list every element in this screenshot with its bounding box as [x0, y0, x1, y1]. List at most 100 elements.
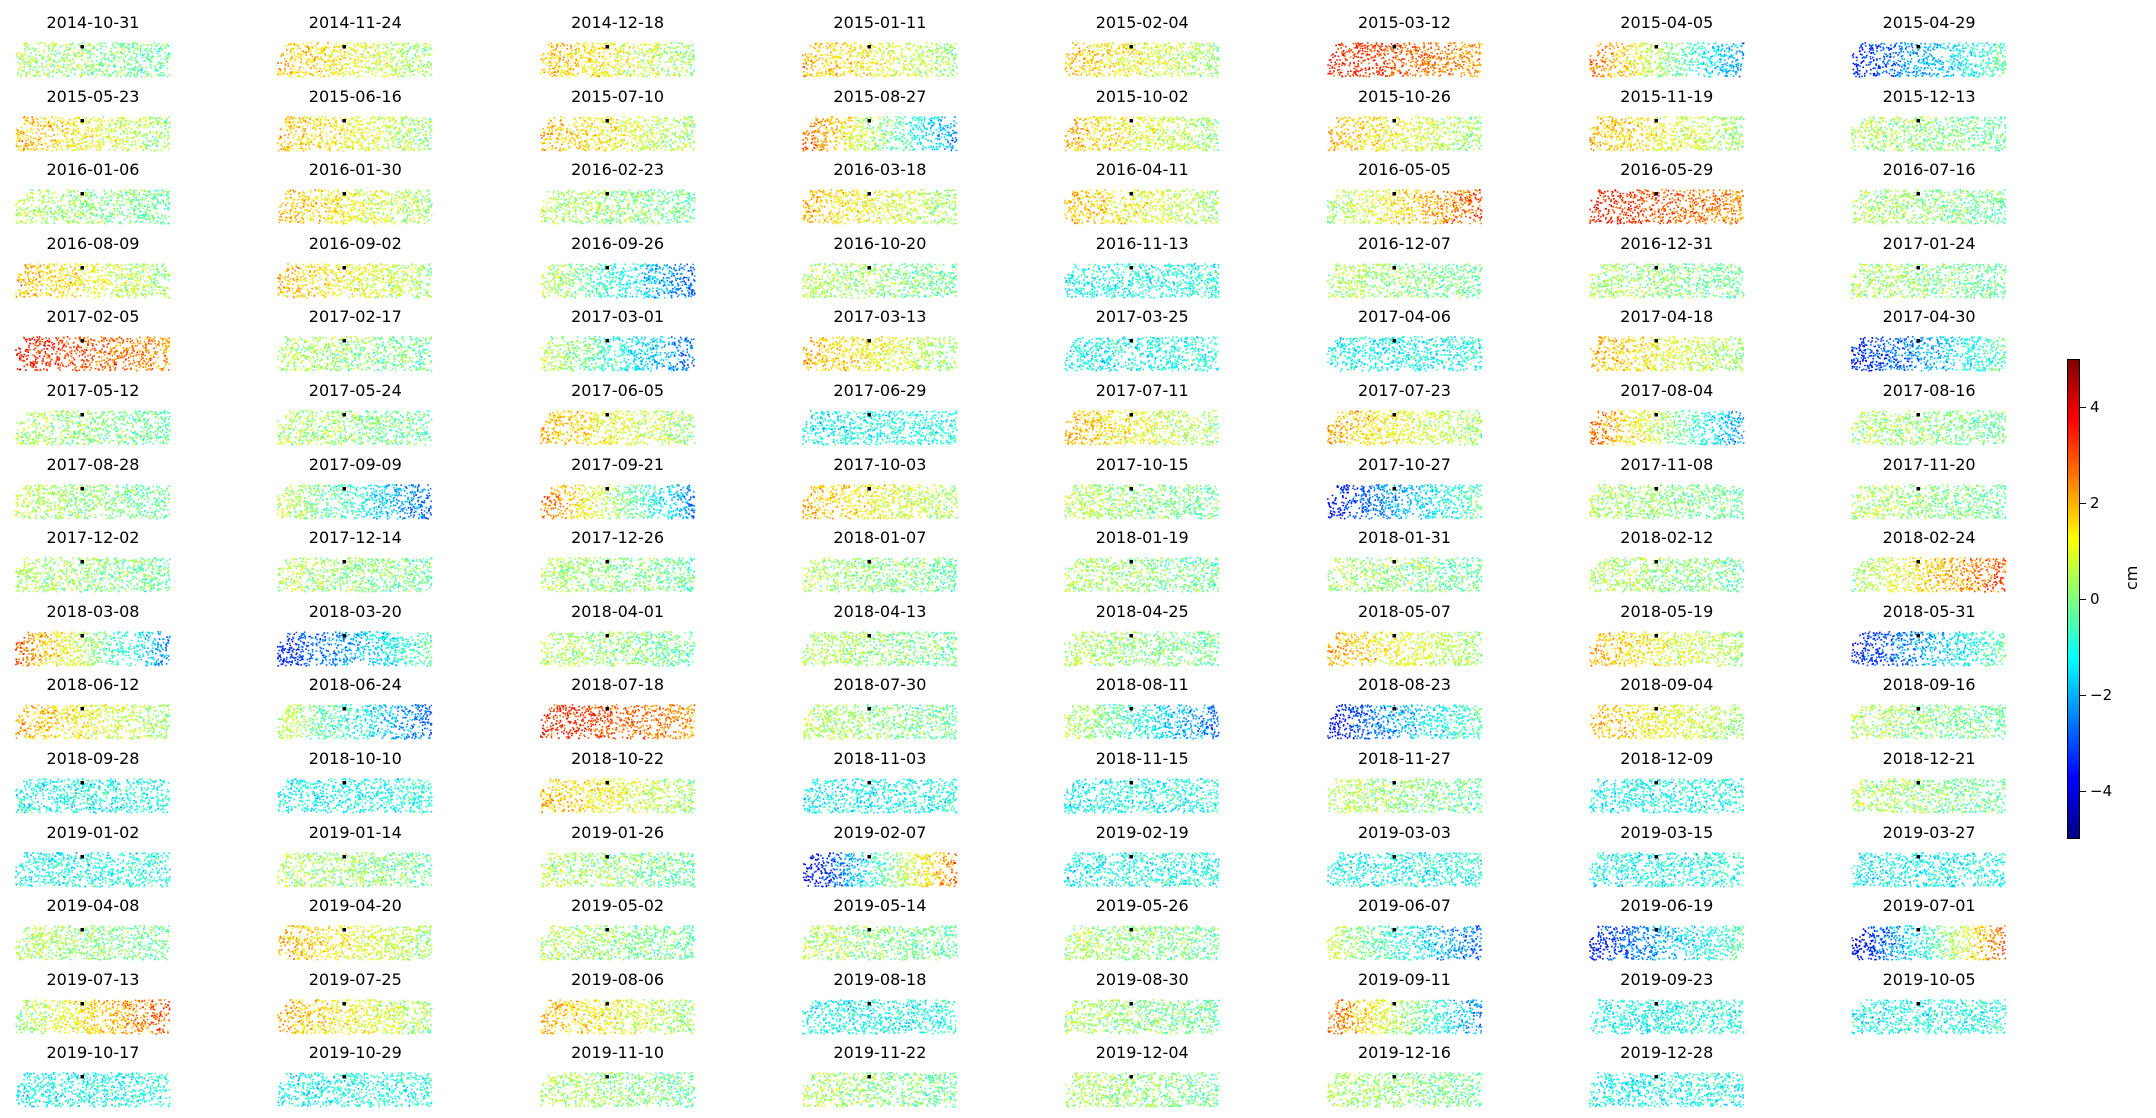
- panel-map: [1064, 115, 1220, 152]
- panel-pixels: [40, 115, 170, 151]
- panel-pixels: [1327, 851, 1482, 887]
- panel-map: [1326, 42, 1482, 78]
- reference-point-marker: [1916, 1001, 1921, 1006]
- panel-map: [802, 189, 958, 225]
- panel-title: 2019-02-07: [833, 822, 927, 842]
- panel-pixels: [45, 336, 171, 372]
- panel-pixels: [136, 487, 138, 490]
- panel-pixels: [1852, 189, 2005, 225]
- panel-pixels: [1394, 263, 1482, 297]
- panel-map: [1851, 851, 2006, 888]
- colorbar-tick: [2080, 791, 2086, 792]
- panel-map: [277, 630, 433, 667]
- panel-pixels: [367, 631, 433, 667]
- panel-pixels: [1916, 557, 2006, 593]
- panel-pixels: [280, 135, 282, 138]
- panel-pixels: [301, 704, 412, 740]
- panel-pixels: [303, 925, 433, 961]
- reference-point-marker: [1129, 560, 1134, 564]
- panel-pixels: [277, 631, 385, 667]
- panel-title: 2016-05-29: [1620, 160, 1714, 180]
- panel-pixels: [1852, 631, 1905, 666]
- panel-pixels: [165, 119, 167, 122]
- panel-pixels: [812, 413, 848, 432]
- panel-title: 2019-11-10: [571, 1043, 665, 1063]
- panel-title: 2019-08-30: [1095, 969, 1189, 989]
- panel-pixels: [689, 435, 691, 438]
- reference-point-marker: [342, 413, 347, 417]
- panel-pixels: [1589, 630, 1685, 667]
- panel-title: 2019-12-28: [1620, 1043, 1714, 1063]
- panel-pixels: [1391, 999, 1457, 1035]
- panel-pixels: [91, 631, 168, 666]
- panel-pixels: [378, 483, 433, 519]
- colorbar-gradient: [2067, 359, 2080, 839]
- reference-point-marker: [80, 1001, 84, 1006]
- reference-point-marker: [1654, 1075, 1658, 1079]
- panel-pixels: [1064, 998, 1218, 1035]
- panel-pixels: [1329, 189, 1451, 225]
- panel-pixels: [1071, 115, 1217, 151]
- panel-pixels: [1423, 926, 1482, 961]
- panel-title: 2019-07-01: [1882, 896, 1976, 916]
- panel-pixels: [540, 778, 692, 814]
- panel-pixels: [546, 115, 694, 152]
- panel-pixels: [19, 262, 171, 299]
- panel-pixels: [277, 851, 428, 888]
- panel-pixels: [1327, 778, 1482, 814]
- panel-pixels: [547, 660, 549, 663]
- panel-map: [1851, 262, 2007, 299]
- panel-pixels: [1926, 336, 2007, 372]
- panel-title: 2018-03-20: [308, 601, 402, 621]
- panel-pixels: [1154, 704, 1220, 740]
- panel-pixels: [167, 351, 170, 353]
- panel-map: [801, 262, 958, 299]
- panel-pixels: [1596, 778, 1738, 810]
- panel-title: 2016-08-09: [46, 233, 140, 253]
- reference-point-marker: [1129, 707, 1134, 711]
- panel-pixels: [1876, 631, 1978, 666]
- panel-pixels: [803, 66, 806, 68]
- panel-pixels: [106, 999, 171, 1035]
- panel-pixels: [541, 266, 550, 295]
- panel-title: 2015-04-05: [1620, 13, 1714, 32]
- panel-pixels: [807, 410, 957, 446]
- panel-pixels: [802, 42, 868, 78]
- reference-point-marker: [1392, 265, 1396, 270]
- panel-pixels: [1068, 704, 1146, 740]
- panel-pixels: [1853, 851, 2005, 888]
- panel-pixels: [19, 926, 75, 959]
- panel-pixels: [540, 557, 695, 593]
- panel-pixels: [802, 189, 928, 224]
- panel-map: [1589, 998, 1745, 1035]
- panel-pixels: [561, 336, 670, 372]
- reference-point-marker: [605, 633, 609, 638]
- panel-title: 2016-11-13: [1095, 233, 1189, 253]
- panel-pixels: [1066, 1072, 1220, 1108]
- reference-point-marker: [1129, 118, 1134, 123]
- reference-point-marker: [1654, 192, 1658, 196]
- panel-pixels: [539, 1072, 690, 1108]
- reference-point-marker: [605, 707, 609, 711]
- panel-map: [1326, 925, 1482, 961]
- panel-pixels: [1591, 115, 1745, 152]
- panel-pixels: [802, 854, 823, 883]
- panel-pixels: [929, 190, 957, 222]
- panel-map: [1588, 189, 1745, 225]
- panel-pixels: [1427, 630, 1482, 666]
- panel-map: [539, 410, 696, 446]
- panel-map: [1064, 262, 1220, 299]
- colorbar-tick: [2080, 407, 2086, 408]
- panel-pixels: [277, 704, 317, 740]
- panel-pixels: [540, 999, 603, 1035]
- panel-pixels: [277, 483, 343, 519]
- panel-pixels: [539, 925, 696, 961]
- panel-pixels: [1688, 190, 1742, 223]
- reference-point-marker: [605, 192, 609, 196]
- panel-title: 2017-03-25: [1095, 307, 1189, 327]
- panel-title: 2017-09-21: [571, 454, 665, 474]
- panel-pixels: [1678, 925, 1744, 961]
- panel-pixels: [926, 851, 957, 887]
- reference-point-marker: [1654, 486, 1658, 491]
- panel-title: 2019-01-26: [571, 822, 665, 842]
